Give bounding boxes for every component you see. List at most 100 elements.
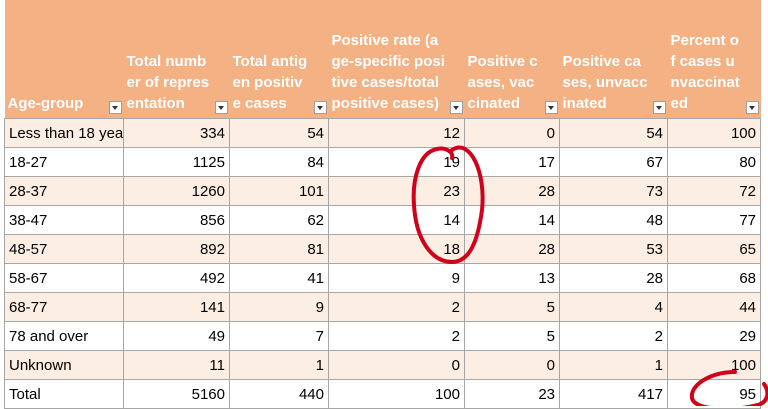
data-table: Age-group Total number of representation T… [4, 0, 761, 409]
cell-positive-vaccinated[interactable]: 14 [464, 205, 560, 235]
cell-total-representation[interactable]: 141 [123, 292, 230, 322]
cell-percent-unvaccinated[interactable]: 77 [667, 205, 761, 235]
cell-percent-unvaccinated[interactable]: 44 [667, 292, 761, 322]
cell-percent-unvaccinated[interactable]: 80 [667, 147, 761, 177]
cell-total-representation[interactable]: 334 [123, 118, 230, 148]
table-row: 28-37 1260 101 23 28 73 72 [4, 176, 761, 206]
table-row: 48-57 892 81 18 28 53 65 [4, 234, 761, 264]
column-header-label: Positive cases, vaccinated [467, 53, 538, 112]
cell-positive-rate[interactable]: 9 [328, 263, 465, 293]
table-row: Unknown 11 1 0 0 1 100 [4, 350, 761, 380]
cell-positive-vaccinated[interactable]: 5 [464, 321, 560, 351]
cell-positive-vaccinated[interactable]: 17 [464, 147, 560, 177]
cell-total-representation[interactable]: 892 [123, 234, 230, 264]
cell-percent-unvaccinated[interactable]: 65 [667, 234, 761, 264]
filter-dropdown-icon[interactable] [108, 101, 122, 114]
column-header-label: Percent of cases unvaccinated [670, 32, 740, 112]
cell-positive-rate[interactable]: 0 [328, 350, 465, 380]
cell-age-group[interactable]: 28-37 [4, 176, 124, 206]
filter-dropdown-icon[interactable] [745, 101, 759, 114]
cell-positive-unvaccinated[interactable]: 48 [559, 205, 668, 235]
cell-positive-unvaccinated[interactable]: 417 [559, 379, 668, 409]
cell-total-representation[interactable]: 856 [123, 205, 230, 235]
header-row: Age-group Total number of representation T… [4, 0, 761, 119]
cell-positive-rate[interactable]: 14 [328, 205, 465, 235]
cell-percent-unvaccinated[interactable]: 29 [667, 321, 761, 351]
cell-positive-unvaccinated[interactable]: 28 [559, 263, 668, 293]
cell-positive-unvaccinated[interactable]: 73 [559, 176, 668, 206]
cell-percent-unvaccinated[interactable]: 68 [667, 263, 761, 293]
filter-dropdown-icon[interactable] [544, 101, 558, 114]
cell-positive-vaccinated[interactable]: 13 [464, 263, 560, 293]
cell-positive-vaccinated[interactable]: 0 [464, 350, 560, 380]
cell-positive-unvaccinated[interactable]: 54 [559, 118, 668, 148]
cell-total-antigen-positive[interactable]: 54 [229, 118, 329, 148]
cell-positive-rate[interactable]: 19 [328, 147, 465, 177]
column-header-percent-unvaccinated: Percent of cases unvaccinated [667, 0, 761, 119]
cell-total-antigen-positive[interactable]: 9 [229, 292, 329, 322]
filter-dropdown-icon[interactable] [313, 101, 327, 114]
column-header-age-group: Age-group [4, 0, 124, 119]
cell-total-representation[interactable]: 11 [123, 350, 230, 380]
cell-total-antigen-positive[interactable]: 62 [229, 205, 329, 235]
cell-total-antigen-positive[interactable]: 101 [229, 176, 329, 206]
column-header-label: Positive cases, unvaccinated [562, 53, 648, 112]
cell-positive-rate[interactable]: 100 [328, 379, 465, 409]
cell-total-antigen-positive[interactable]: 81 [229, 234, 329, 264]
cell-positive-rate[interactable]: 18 [328, 234, 465, 264]
cell-percent-unvaccinated[interactable]: 100 [667, 118, 761, 148]
cell-positive-rate[interactable]: 12 [328, 118, 465, 148]
column-header-label: Positive rate (age-specific positive cas… [331, 32, 445, 112]
cell-total-representation[interactable]: 1260 [123, 176, 230, 206]
column-header-label: Total antigen positive cases [232, 53, 308, 112]
cell-percent-unvaccinated[interactable]: 100 [667, 350, 761, 380]
cell-positive-unvaccinated[interactable]: 4 [559, 292, 668, 322]
cell-age-group[interactable]: Less than 18 years [4, 118, 124, 148]
cell-age-group[interactable]: 78 and over [4, 321, 124, 351]
cell-positive-vaccinated[interactable]: 28 [464, 234, 560, 264]
cell-age-group[interactable]: Unknown [4, 350, 124, 380]
cell-percent-unvaccinated[interactable]: 95 [667, 379, 761, 409]
cell-age-group[interactable]: 68-77 [4, 292, 124, 322]
cell-positive-vaccinated[interactable]: 28 [464, 176, 560, 206]
cell-age-group[interactable]: Total [4, 379, 124, 409]
cell-total-representation[interactable]: 492 [123, 263, 230, 293]
cell-positive-rate[interactable]: 2 [328, 321, 465, 351]
cell-percent-unvaccinated[interactable]: 72 [667, 176, 761, 206]
table-row: 18-27 1125 84 19 17 67 80 [4, 147, 761, 177]
cell-positive-unvaccinated[interactable]: 67 [559, 147, 668, 177]
cell-age-group[interactable]: 48-57 [4, 234, 124, 264]
filter-dropdown-icon[interactable] [652, 101, 666, 114]
cell-positive-rate[interactable]: 2 [328, 292, 465, 322]
filter-dropdown-icon[interactable] [449, 101, 463, 114]
cell-total-representation[interactable]: 49 [123, 321, 230, 351]
cell-positive-unvaccinated[interactable]: 1 [559, 350, 668, 380]
cell-age-group[interactable]: 38-47 [4, 205, 124, 235]
cell-total-representation[interactable]: 1125 [123, 147, 230, 177]
cell-positive-unvaccinated[interactable]: 2 [559, 321, 668, 351]
table-body: Less than 18 years 334 54 12 0 54 100 18-27 1125… [4, 118, 761, 409]
cell-total-antigen-positive[interactable]: 1 [229, 350, 329, 380]
column-header-total-representation: Total number of representation [123, 0, 230, 119]
cell-total-representation[interactable]: 5160 [123, 379, 230, 409]
cell-total-antigen-positive[interactable]: 84 [229, 147, 329, 177]
cell-positive-unvaccinated[interactable]: 53 [559, 234, 668, 264]
column-header-positive-unvaccinated: Positive cases, unvaccinated [559, 0, 668, 119]
column-header-positive-vaccinated: Positive cases, vaccinated [464, 0, 560, 119]
table-row: 58-67 492 41 9 13 28 68 [4, 263, 761, 293]
cell-age-group[interactable]: 58-67 [4, 263, 124, 293]
cell-age-group[interactable]: 18-27 [4, 147, 124, 177]
cell-positive-vaccinated[interactable]: 23 [464, 379, 560, 409]
cell-total-antigen-positive[interactable]: 440 [229, 379, 329, 409]
filter-dropdown-icon[interactable] [214, 101, 228, 114]
table-row: 68-77 141 9 2 5 4 44 [4, 292, 761, 322]
column-header-label: Age-group [7, 95, 84, 112]
cell-positive-vaccinated[interactable]: 5 [464, 292, 560, 322]
cell-total-antigen-positive[interactable]: 41 [229, 263, 329, 293]
table-row: Less than 18 years 334 54 12 0 54 100 [4, 118, 761, 148]
table-row: 78 and over 49 7 2 5 2 29 [4, 321, 761, 351]
cell-positive-vaccinated[interactable]: 0 [464, 118, 560, 148]
cell-positive-rate[interactable]: 23 [328, 176, 465, 206]
cell-total-antigen-positive[interactable]: 7 [229, 321, 329, 351]
